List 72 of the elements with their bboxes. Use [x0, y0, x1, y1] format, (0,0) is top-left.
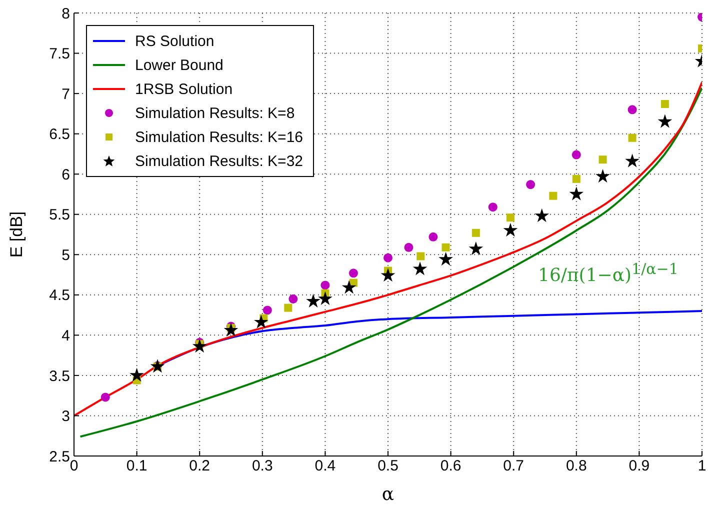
point: [428, 232, 438, 242]
point: [572, 174, 580, 183]
point: [306, 294, 320, 308]
point: [404, 242, 414, 252]
point: [506, 214, 514, 222]
point: [412, 262, 428, 276]
point: [488, 202, 498, 212]
point: [569, 186, 584, 200]
legend-label: Simulation Results: K=32: [135, 152, 304, 170]
point: [318, 291, 332, 306]
point: [596, 168, 610, 183]
x-tick-label: 0.2: [189, 458, 210, 475]
point: [658, 114, 672, 128]
point: [380, 268, 396, 282]
y-tick-label: 2.5: [49, 448, 70, 466]
x-tick-label: 0: [70, 458, 78, 475]
point: [503, 222, 518, 237]
point: [224, 322, 238, 336]
point: [383, 253, 393, 262]
point: [526, 180, 536, 190]
y-tick-label: 5: [62, 246, 70, 264]
point: [348, 268, 358, 278]
point: [534, 208, 550, 222]
point: [320, 280, 330, 290]
point: [598, 156, 607, 164]
y-axis-title: E [dB]: [7, 211, 26, 258]
y-tick-label: 6.5: [49, 126, 70, 144]
y-tick-label: 3.5: [49, 368, 70, 385]
y-tick-label: 7.5: [49, 46, 70, 63]
legend-label: RS Solution: [135, 32, 214, 50]
legend-label: Simulation Results: K=16: [135, 128, 304, 146]
point: [660, 100, 669, 108]
point: [150, 359, 165, 373]
x-tick-label: 1: [698, 458, 706, 475]
y-tick-label: 3: [62, 408, 70, 426]
point: [625, 154, 640, 168]
point: [472, 228, 480, 237]
point: [572, 150, 581, 160]
point: [192, 338, 207, 353]
y-tick-label: 4: [62, 328, 70, 345]
point: [288, 294, 298, 304]
y-tick-label: 8: [62, 5, 70, 22]
point: [549, 192, 558, 200]
point: [130, 368, 144, 382]
point: [442, 243, 450, 252]
y-tick-label: 7: [62, 86, 70, 103]
y-tick-label: 4.5: [49, 287, 70, 304]
x-tick-label: 0.6: [440, 458, 462, 475]
x-tick-label: 0.5: [378, 458, 398, 475]
annotation: 16/π(1−α)$^{1/α−1}$: [538, 260, 678, 286]
point: [468, 241, 484, 256]
point: [416, 252, 425, 260]
y-tick-label: 5.5: [49, 206, 70, 224]
point: [628, 134, 636, 142]
x-tick-label: 0.1: [126, 458, 148, 475]
y-tick-label: 6: [62, 166, 70, 184]
legend-label: Simulation Results: K=8: [135, 104, 295, 122]
point: [284, 304, 292, 312]
x-tick-label: 0.9: [628, 458, 650, 475]
x-tick-label: 0.8: [566, 458, 587, 475]
point: [254, 314, 268, 328]
legend-label: 1RSB Solution: [135, 80, 233, 98]
point: [628, 105, 637, 114]
point: [262, 306, 272, 315]
x-tick-label: 0.3: [252, 458, 273, 475]
legend-label: Lower Bound: [135, 56, 224, 74]
x-axis-title: α: [382, 484, 394, 505]
x-tick-label: 0.4: [314, 458, 336, 475]
x-tick-label: 0.7: [503, 458, 524, 475]
point: [100, 392, 110, 402]
point: [342, 280, 356, 294]
point: [438, 252, 453, 266]
